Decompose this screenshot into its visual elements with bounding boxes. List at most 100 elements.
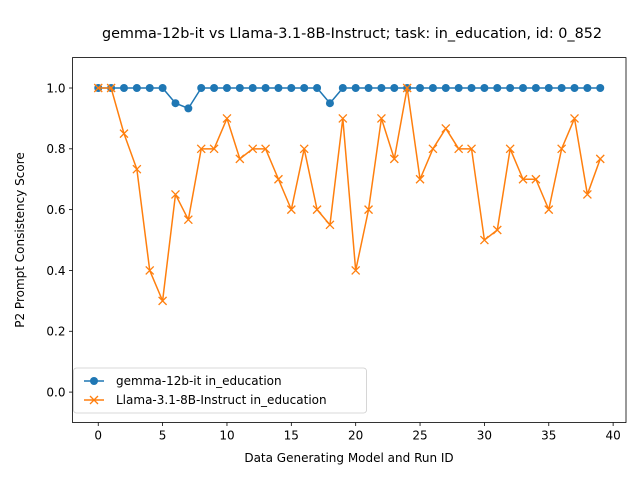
data-point bbox=[519, 84, 528, 93]
data-point bbox=[312, 205, 322, 215]
data-point bbox=[158, 296, 168, 306]
data-point bbox=[299, 144, 309, 154]
data-point bbox=[467, 84, 476, 93]
data-point bbox=[428, 144, 438, 154]
data-point bbox=[376, 113, 386, 123]
data-point bbox=[313, 84, 322, 93]
data-point bbox=[338, 113, 348, 123]
data-point bbox=[261, 144, 271, 154]
data-point bbox=[377, 84, 386, 93]
legend-label-llama: Llama-3.1-8B-Instruct in_education bbox=[116, 393, 327, 407]
data-point bbox=[132, 84, 141, 93]
data-point bbox=[325, 220, 335, 230]
y-tick-label: 0.2 bbox=[46, 325, 65, 339]
data-point bbox=[416, 84, 425, 93]
data-point bbox=[480, 84, 489, 93]
data-point bbox=[364, 84, 373, 93]
data-point bbox=[557, 84, 566, 93]
data-point bbox=[222, 84, 231, 93]
data-point bbox=[209, 144, 219, 154]
data-point bbox=[274, 84, 283, 93]
x-tick-label: 25 bbox=[412, 429, 427, 443]
data-point bbox=[596, 84, 605, 93]
data-point bbox=[479, 235, 489, 245]
data-point bbox=[389, 154, 399, 164]
data-point bbox=[544, 84, 553, 93]
x-tick-label: 15 bbox=[284, 429, 299, 443]
data-point bbox=[531, 174, 541, 184]
data-point bbox=[595, 154, 605, 164]
legend-label-gemma: gemma-12b-it in_education bbox=[116, 374, 282, 388]
data-point bbox=[531, 84, 540, 93]
data-point bbox=[441, 84, 450, 93]
data-point bbox=[171, 189, 180, 199]
y-axis-label: P2 Prompt Consistency Score bbox=[13, 152, 27, 328]
plot-area bbox=[72, 57, 627, 423]
data-point bbox=[338, 84, 347, 93]
data-point bbox=[402, 83, 412, 93]
data-point bbox=[197, 84, 206, 93]
data-point bbox=[428, 84, 437, 93]
x-tick-label: 10 bbox=[219, 429, 234, 443]
data-point bbox=[557, 144, 567, 154]
data-point bbox=[183, 215, 193, 225]
data-point bbox=[570, 84, 579, 93]
series-0 bbox=[94, 84, 605, 113]
legend-box bbox=[73, 367, 367, 414]
data-point bbox=[119, 129, 129, 139]
x-tick-label: 30 bbox=[477, 429, 492, 443]
series-line bbox=[98, 87, 601, 110]
data-point bbox=[415, 174, 425, 184]
y-tick-label: 0.4 bbox=[46, 264, 65, 278]
x-tick-label: 0 bbox=[94, 429, 102, 443]
data-point bbox=[261, 84, 270, 93]
data-point bbox=[325, 99, 334, 108]
x-axis-label: Data Generating Model and Run ID bbox=[244, 451, 453, 465]
data-point bbox=[351, 265, 361, 275]
data-point bbox=[544, 205, 554, 215]
chart-title: gemma-12b-it vs Llama-3.1-8B-Instruct; t… bbox=[102, 26, 602, 42]
legend: gemma-12b-it in_education Llama-3.1-8B-I… bbox=[73, 367, 367, 414]
data-point bbox=[364, 205, 374, 215]
data-point bbox=[287, 84, 296, 93]
data-point bbox=[351, 84, 360, 93]
data-point bbox=[467, 144, 476, 154]
y-axis: 0.0 0.2 0.4 0.6 0.8 1.0 bbox=[46, 81, 73, 399]
data-point bbox=[390, 84, 399, 93]
data-point bbox=[119, 84, 128, 93]
x-tick-label: 20 bbox=[348, 429, 363, 443]
legend-marker-gemma bbox=[90, 377, 98, 385]
data-point bbox=[210, 84, 219, 93]
data-point bbox=[300, 84, 309, 93]
y-tick-label: 1.0 bbox=[46, 81, 65, 95]
data-point bbox=[454, 84, 463, 93]
data-point bbox=[493, 84, 502, 93]
y-tick-label: 0.6 bbox=[46, 203, 65, 217]
data-point bbox=[158, 84, 167, 93]
data-point bbox=[145, 84, 154, 93]
data-point bbox=[171, 99, 180, 108]
data-point bbox=[106, 83, 116, 93]
series-line bbox=[98, 87, 601, 302]
x-tick-label: 5 bbox=[159, 429, 167, 443]
data-point bbox=[583, 84, 592, 93]
data-point bbox=[93, 83, 103, 93]
data-point bbox=[582, 189, 592, 199]
x-axis: 0 5 10 15 20 25 30 35 40 bbox=[94, 422, 621, 443]
data-point bbox=[492, 225, 502, 235]
series-1 bbox=[93, 83, 605, 306]
x-tick-label: 40 bbox=[605, 429, 620, 443]
data-point bbox=[184, 104, 193, 113]
series-layer bbox=[93, 83, 605, 306]
plot-frame bbox=[72, 57, 627, 423]
data-point bbox=[222, 113, 232, 123]
y-tick-label: 0.0 bbox=[46, 385, 65, 399]
data-point bbox=[248, 84, 257, 93]
data-point bbox=[145, 265, 155, 275]
data-point bbox=[518, 174, 528, 184]
data-point bbox=[235, 84, 244, 93]
data-point bbox=[505, 144, 515, 154]
data-point bbox=[286, 205, 296, 215]
data-point bbox=[248, 144, 258, 154]
